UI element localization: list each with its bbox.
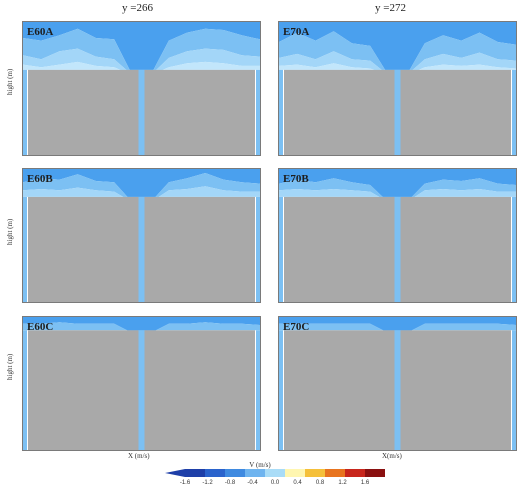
velocity-contour-band bbox=[23, 173, 260, 203]
colorbar-tick-label: -1.2 bbox=[202, 480, 213, 485]
panel-E60A: E60A bbox=[22, 21, 261, 156]
canyon-gap bbox=[279, 330, 283, 450]
y-axis-label: hight (m) bbox=[6, 353, 14, 380]
building-block-right bbox=[144, 330, 255, 450]
canyon-gap bbox=[138, 330, 145, 450]
velocity-contour-band bbox=[279, 178, 516, 203]
colorbar-swatch bbox=[265, 469, 285, 477]
colorbar-tick-label: -0.8 bbox=[225, 480, 236, 485]
colorbar-tick-label: 0.8 bbox=[316, 480, 325, 485]
y-axis-label: hight (m) bbox=[6, 68, 14, 95]
velocity-contour-band bbox=[279, 31, 516, 76]
colorbar-swatch bbox=[325, 469, 345, 477]
panel-label: E70C bbox=[283, 321, 310, 333]
panel-E60C: E60C bbox=[22, 316, 261, 451]
colorbar-arrow-right bbox=[365, 469, 385, 477]
column-title-right: y =272 bbox=[375, 2, 406, 14]
canyon-gap bbox=[279, 69, 283, 155]
colorbar-swatch bbox=[245, 469, 265, 477]
panel-label: E70B bbox=[283, 173, 309, 185]
velocity-contour-band bbox=[23, 322, 260, 333]
contour-plot bbox=[23, 22, 260, 155]
colorbar-tick-label: 0.4 bbox=[293, 480, 302, 485]
velocity-contour-band bbox=[279, 51, 516, 76]
canyon-gap bbox=[138, 196, 145, 302]
panel-E70A: E70A bbox=[278, 21, 517, 156]
colorbar-swatch bbox=[285, 469, 305, 477]
canyon-gap bbox=[512, 330, 516, 450]
contour-plot bbox=[279, 22, 516, 155]
canyon-gap bbox=[256, 196, 260, 302]
velocity-contour-band bbox=[23, 61, 260, 76]
building-block-right bbox=[400, 330, 511, 450]
contour-plot bbox=[279, 317, 516, 450]
panel-label: E70A bbox=[283, 26, 310, 38]
colorbar-tick-label: -0.4 bbox=[247, 480, 258, 485]
building-block-left bbox=[284, 330, 395, 450]
building-block-left bbox=[284, 69, 395, 155]
canyon-gap bbox=[23, 69, 27, 155]
colorbar-tick-label: -1.6 bbox=[180, 480, 191, 485]
building-block-left bbox=[28, 330, 139, 450]
velocity-contour-band bbox=[23, 48, 260, 76]
canyon-gap bbox=[394, 196, 401, 302]
building-block-right bbox=[144, 69, 255, 155]
canyon-gap bbox=[394, 69, 401, 155]
velocity-contour-band bbox=[279, 22, 516, 76]
colorbar-swatch bbox=[185, 469, 205, 477]
contour-plot bbox=[279, 169, 516, 302]
panel-E70B: E70B bbox=[278, 168, 517, 303]
x-axis-label-right: X(m/s) bbox=[382, 452, 402, 460]
building-block-left bbox=[28, 196, 139, 302]
velocity-contour-band bbox=[279, 189, 516, 203]
canyon-gap bbox=[256, 330, 260, 450]
building-block-right bbox=[144, 196, 255, 302]
colorbar-arrow-left bbox=[165, 469, 185, 477]
canyon-gap bbox=[138, 69, 145, 155]
canyon-gap bbox=[23, 196, 27, 302]
velocity-contour-band bbox=[23, 28, 260, 76]
velocity-contour-band bbox=[279, 169, 516, 203]
canyon-gap bbox=[256, 69, 260, 155]
colorbar: -1.6 -1.2 -0.8 -0.4 0.0 0.4 0.8 1.2 1.6 bbox=[165, 469, 385, 485]
colorbar-swatch bbox=[345, 469, 365, 477]
column-title-left: y =266 bbox=[122, 2, 153, 14]
canyon-gap bbox=[23, 330, 27, 450]
building-block-left bbox=[28, 69, 139, 155]
y-axis-label: hight (m) bbox=[6, 218, 14, 245]
canyon-gap bbox=[394, 330, 401, 450]
colorbar-tick-label: 0.0 bbox=[271, 480, 280, 485]
colorbar-swatch bbox=[205, 469, 225, 477]
panel-E60B: E60B bbox=[22, 168, 261, 303]
canyon-gap bbox=[279, 196, 283, 302]
panel-E70C: E70C bbox=[278, 316, 517, 451]
velocity-contour-band bbox=[23, 186, 260, 203]
colorbar-tick-label: 1.6 bbox=[361, 480, 370, 485]
velocity-contour-band bbox=[23, 317, 260, 333]
colorbar-swatch bbox=[225, 469, 245, 477]
contour-plot bbox=[23, 317, 260, 450]
canyon-gap bbox=[512, 69, 516, 155]
panel-label: E60B bbox=[27, 173, 53, 185]
velocity-contour-band bbox=[23, 169, 260, 203]
building-block-left bbox=[284, 196, 395, 302]
colorbar-label: V (m/s) bbox=[249, 461, 271, 469]
colorbar-swatch bbox=[305, 469, 325, 477]
velocity-contour-band bbox=[279, 63, 516, 76]
panel-label: E60C bbox=[27, 321, 54, 333]
contour-plot bbox=[23, 169, 260, 302]
colorbar-tick-label: 1.2 bbox=[338, 480, 347, 485]
canyon-gap bbox=[512, 196, 516, 302]
panel-label: E60A bbox=[27, 26, 54, 38]
velocity-contour-band bbox=[23, 22, 260, 76]
velocity-contour-band bbox=[279, 323, 516, 333]
building-block-right bbox=[400, 69, 511, 155]
building-block-right bbox=[400, 196, 511, 302]
velocity-contour-band bbox=[279, 317, 516, 333]
x-axis-label-left: X (m/s) bbox=[128, 452, 150, 460]
